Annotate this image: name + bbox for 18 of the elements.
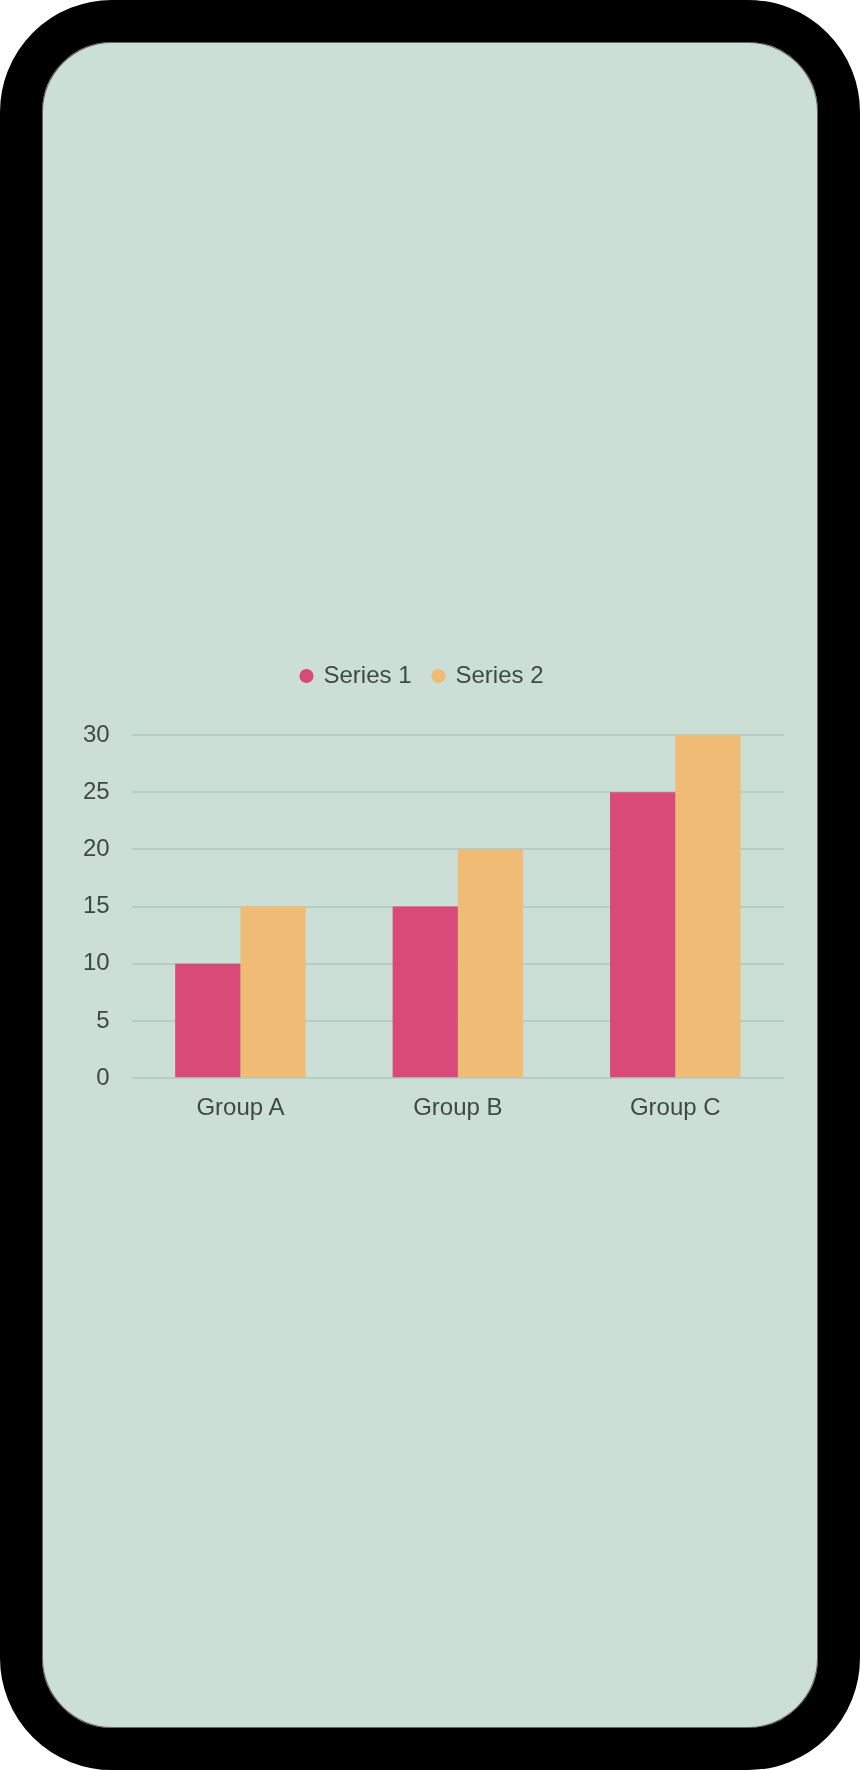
y-tick-label: 0 (96, 1062, 110, 1090)
x-tick-label: Group C (629, 1093, 721, 1121)
x-tick-label: Group A (196, 1093, 285, 1121)
y-tick-label: 5 (96, 1005, 110, 1033)
bar (240, 906, 306, 1078)
legend-label: Series 1 (323, 660, 412, 688)
bar (675, 735, 741, 1078)
bar (610, 792, 676, 1078)
y-tick-label: 15 (82, 891, 110, 919)
y-tick-label: 25 (82, 776, 110, 804)
legend-label: Series 2 (455, 660, 544, 688)
bar (175, 963, 241, 1078)
x-tick-label: Group B (413, 1093, 503, 1121)
y-tick-label: 10 (82, 948, 110, 976)
y-tick-label: 30 (82, 719, 110, 747)
y-tick-label: 20 (82, 834, 110, 862)
bar (457, 849, 524, 1078)
bar (392, 906, 458, 1078)
